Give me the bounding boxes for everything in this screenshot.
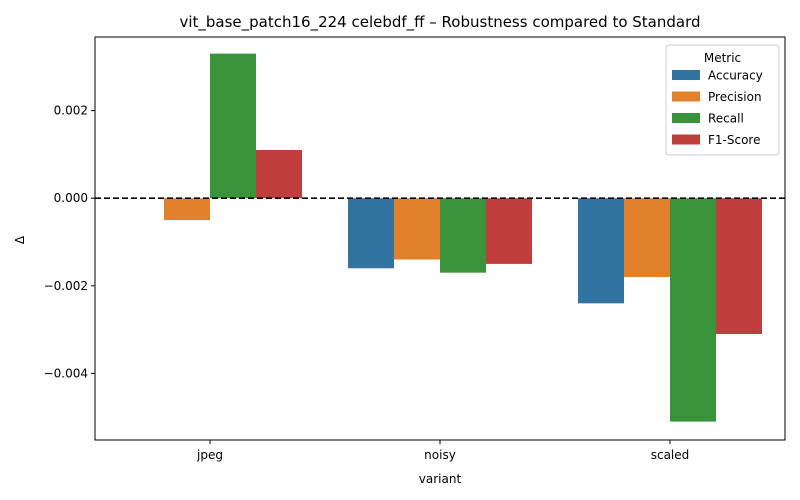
y-tick-label: −0.002 <box>44 279 88 293</box>
legend-label-f1-score: F1-Score <box>708 133 760 147</box>
bar-scaled-f1-score <box>716 198 762 334</box>
legend: Metric Accuracy Precision Recall F1-Score <box>665 44 780 156</box>
bar-noisy-recall <box>440 198 486 273</box>
bars-group <box>164 53 762 422</box>
x-tick-label-scaled: scaled <box>651 448 690 462</box>
x-axis: jpeg noisy scaled <box>196 440 689 462</box>
x-tick-label-jpeg: jpeg <box>196 448 223 462</box>
x-axis-label: variant <box>419 472 462 486</box>
y-tick-label: 0.002 <box>54 104 88 118</box>
y-axis: −0.004 −0.002 0.000 0.002 <box>44 104 95 380</box>
bar-noisy-precision <box>394 198 440 260</box>
bar-jpeg-precision <box>164 198 210 221</box>
legend-label-recall: Recall <box>708 112 744 126</box>
legend-swatch-precision <box>672 91 700 102</box>
y-axis-label: Δ <box>13 235 27 244</box>
x-tick-label-noisy: noisy <box>424 448 456 462</box>
legend-swatch-accuracy <box>672 70 700 80</box>
legend-label-accuracy: Accuracy <box>708 69 763 83</box>
legend-swatch-recall <box>672 113 700 123</box>
bar-noisy-accuracy <box>348 198 394 269</box>
bar-jpeg-recall <box>210 53 256 199</box>
chart-title: vit_base_patch16_224 celebdf_ff – Robust… <box>179 13 700 32</box>
y-tick-label: −0.004 <box>44 366 88 380</box>
bar-scaled-recall <box>670 198 716 422</box>
y-tick-label: 0.000 <box>54 191 88 205</box>
bar-jpeg-f1-score <box>256 150 302 199</box>
legend-swatch-f1-score <box>672 134 700 145</box>
legend-label-precision: Precision <box>708 90 762 104</box>
bar-scaled-precision <box>624 198 670 278</box>
legend-title: Metric <box>704 51 741 65</box>
bar-noisy-f1-score <box>486 198 532 264</box>
bar-scaled-accuracy <box>578 198 624 304</box>
plot-frame <box>94 36 786 441</box>
